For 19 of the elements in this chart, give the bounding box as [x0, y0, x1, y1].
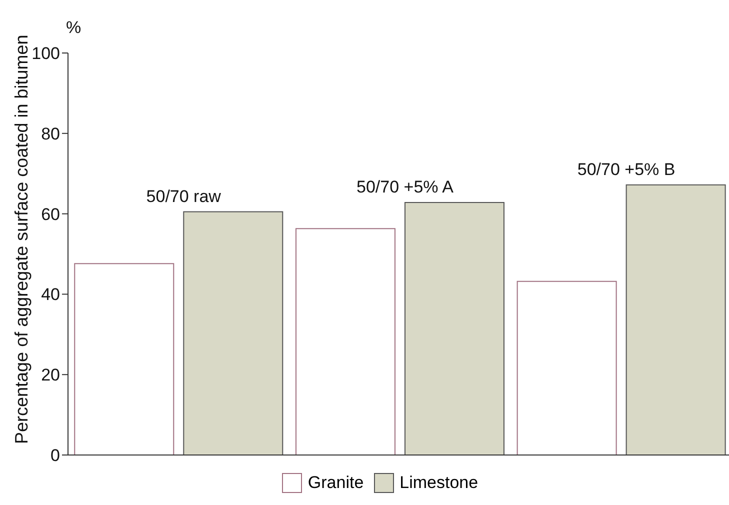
y-tick-label: 80	[41, 124, 60, 144]
text: %	[66, 18, 82, 38]
y-axis-title: Percentage of aggregate surface coated in bitumen	[11, 34, 32, 444]
y-tick-label: 20	[41, 366, 60, 385]
y-tick-label: 40	[41, 285, 60, 304]
x-tick-label: 50/70 +5% A	[356, 178, 454, 197]
bar	[516, 280, 617, 455]
bar	[183, 211, 284, 455]
x-tick-label: 50/70 raw	[146, 186, 222, 206]
bar	[626, 184, 726, 455]
bar	[404, 202, 504, 455]
legend-label: Limestone	[398, 473, 478, 493]
y-tick-label: 100	[32, 44, 60, 64]
bar	[74, 263, 174, 455]
y-tick-label: 60	[41, 204, 60, 224]
legend-label: Granite	[306, 473, 364, 493]
x-tick-label: 50/70 +5% B	[577, 160, 676, 179]
y-tick-label: 0	[50, 446, 60, 466]
bar	[295, 228, 396, 455]
